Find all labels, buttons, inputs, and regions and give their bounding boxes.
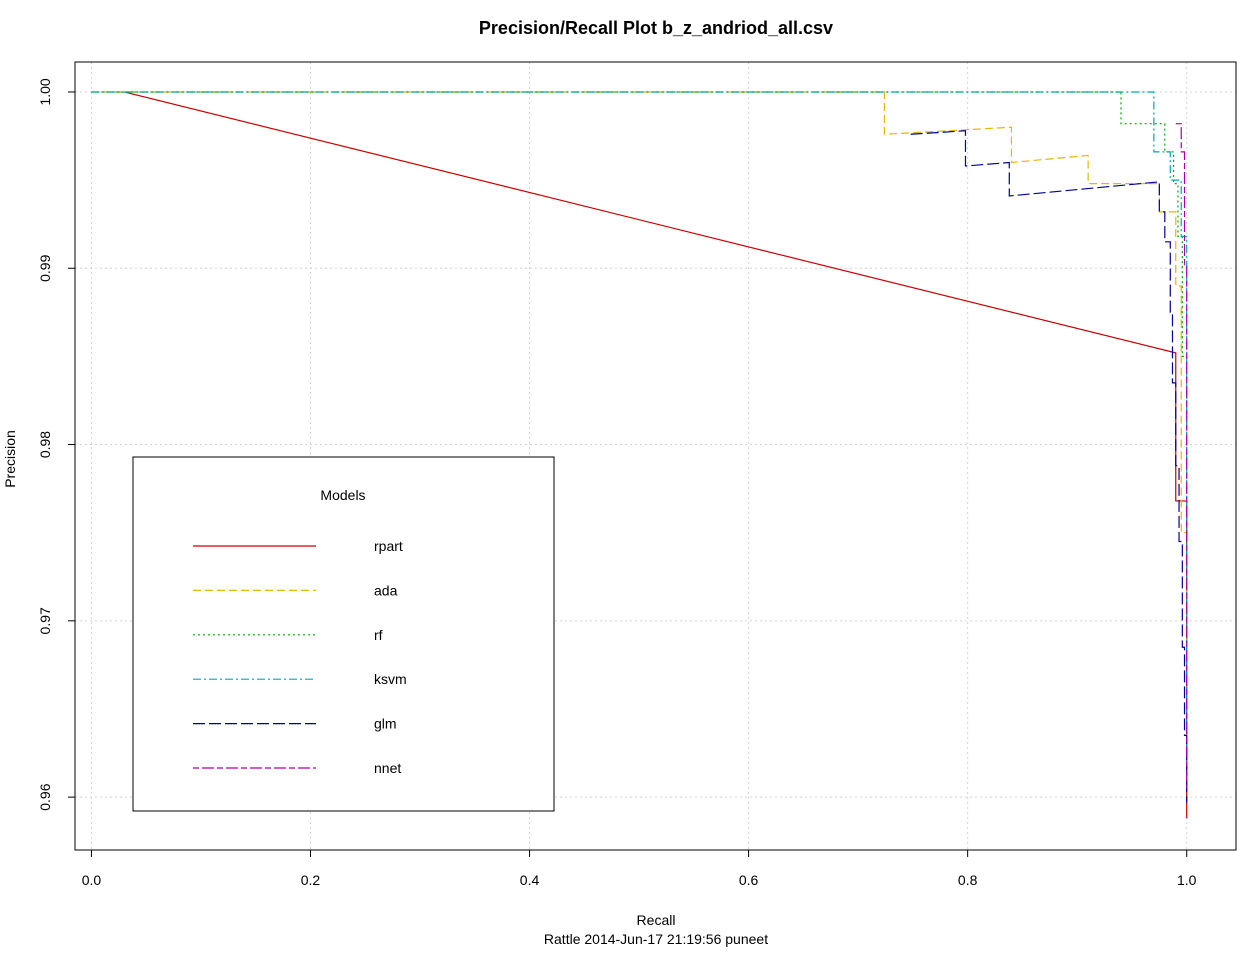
x-tick-label: 0.4 xyxy=(520,872,540,888)
y-tick-label: 1.00 xyxy=(37,78,53,105)
x-tick-label: 0.0 xyxy=(82,872,102,888)
y-tick-label: 0.97 xyxy=(37,607,53,634)
axis-layer: 0.0 0.2 0.4 0.6 0.8 1.0 0.96 0.97 0.98 0.99 1.00 xyxy=(37,78,1197,888)
legend: Models rpart ada rf ksvm glm nnet xyxy=(132,456,555,812)
legend-label-rpart: rpart xyxy=(374,538,403,554)
y-axis-label: Precision xyxy=(2,430,18,488)
legend-label-ada: ada xyxy=(374,582,398,598)
chart-subtitle: Rattle 2014-Jun-17 21:19:56 puneet xyxy=(544,931,768,947)
y-tick-label: 0.96 xyxy=(37,783,53,810)
legend-label-rf: rf xyxy=(374,627,383,643)
x-tick-label: 1.0 xyxy=(1177,872,1197,888)
x-tick-label: 0.8 xyxy=(958,872,978,888)
legend-title: Models xyxy=(320,487,365,503)
legend-entries: rpart ada rf ksvm glm nnet xyxy=(193,538,407,776)
x-tick-label: 0.2 xyxy=(301,872,321,888)
legend-box xyxy=(132,456,555,812)
y-tick-label: 0.98 xyxy=(37,431,53,458)
series-line-glm xyxy=(910,130,1188,803)
y-tick-label: 0.99 xyxy=(37,254,53,281)
series-line-nnet xyxy=(1175,123,1188,789)
legend-label-ksvm: ksvm xyxy=(374,671,407,687)
x-tick-label: 0.6 xyxy=(739,872,759,888)
x-axis-label: Recall xyxy=(637,912,676,928)
series-line-rf xyxy=(91,91,1188,789)
chart-title: Precision/Recall Plot b_z_andriod_all.cs… xyxy=(479,18,833,38)
legend-label-glm: glm xyxy=(374,716,397,732)
legend-label-nnet: nnet xyxy=(374,760,401,776)
series-layer xyxy=(91,91,1188,819)
series-line-ada xyxy=(91,91,1188,789)
